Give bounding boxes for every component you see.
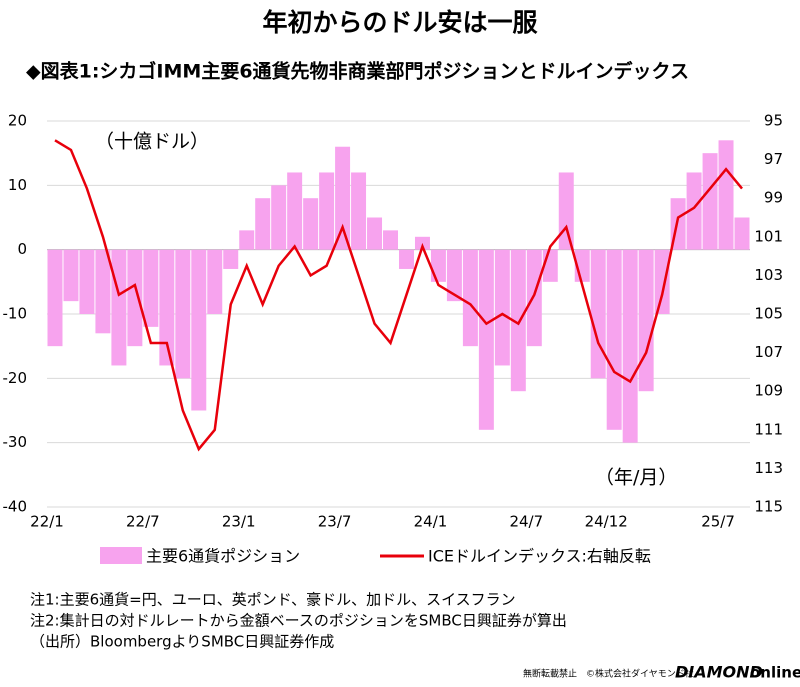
line bbox=[54, 139, 743, 452]
note: 注2:集計日の対ドルレートから金額ベースのポジションをSMBC日興証券が算出 bbox=[30, 612, 567, 630]
bar bbox=[638, 249, 654, 392]
bar bbox=[63, 249, 79, 302]
axis-annotation: （年/月） bbox=[595, 467, 677, 489]
y2-tick-label: 101 bbox=[754, 227, 783, 245]
bar bbox=[702, 153, 718, 250]
bar bbox=[95, 249, 111, 334]
bar bbox=[654, 249, 670, 314]
bar bbox=[526, 249, 542, 347]
note: 注1:主要6通貨=円、ユーロ、英ポンド、豪ドル、加ドル、スイスフラン bbox=[30, 591, 516, 609]
x-tick-label: 24/12 bbox=[585, 513, 628, 531]
y2-tick-label: 107 bbox=[754, 343, 783, 361]
x-tick-label: 25/7 bbox=[701, 513, 735, 531]
y-tick-label: -20 bbox=[3, 369, 28, 387]
x-tick-label: 23/7 bbox=[318, 513, 352, 531]
legend-label: ICEドルインデックス:右軸反転 bbox=[428, 547, 651, 566]
bar bbox=[590, 249, 606, 379]
bar bbox=[494, 249, 510, 366]
bar bbox=[319, 172, 335, 250]
bar bbox=[159, 249, 175, 366]
bar bbox=[430, 249, 446, 282]
chart-subtitle: ◆図表1:シカゴIMM主要6通貨先物非商業部門ポジションとドルインデックス bbox=[26, 60, 689, 83]
y-tick-label: -10 bbox=[3, 305, 28, 323]
bar bbox=[191, 249, 207, 411]
y2-tick-label: 99 bbox=[764, 189, 783, 207]
y-tick-label: -30 bbox=[3, 433, 28, 451]
logo: online bbox=[750, 664, 800, 682]
unit-annotation: （十億ドル） bbox=[95, 131, 209, 153]
bar bbox=[175, 249, 191, 379]
bar bbox=[351, 172, 367, 250]
bar bbox=[47, 249, 63, 347]
bar bbox=[127, 249, 143, 347]
bar bbox=[606, 249, 622, 430]
logo: DIAMOND bbox=[675, 663, 763, 682]
chart-title: 年初からのドル安は一服 bbox=[262, 8, 538, 37]
bar bbox=[239, 230, 255, 250]
bar bbox=[207, 249, 223, 314]
bar bbox=[478, 249, 494, 430]
bar bbox=[335, 146, 351, 250]
x-tick-label: 23/1 bbox=[222, 513, 256, 531]
y2-tick-label: 113 bbox=[754, 459, 783, 477]
x-tick-label: 24/1 bbox=[414, 513, 448, 531]
legend-swatch bbox=[100, 547, 142, 564]
bar bbox=[718, 140, 734, 250]
bar bbox=[287, 172, 303, 250]
bar bbox=[143, 249, 159, 327]
y-tick-label: 20 bbox=[8, 112, 27, 130]
bar bbox=[622, 249, 638, 443]
y2-tick-label: 105 bbox=[754, 305, 783, 323]
y2-tick-label: 111 bbox=[754, 420, 783, 438]
bar bbox=[303, 198, 319, 250]
y-tick-label: -40 bbox=[3, 498, 28, 516]
bar bbox=[383, 230, 398, 250]
copyright: 無断転載禁止 ©株式会社ダイヤモンド社 bbox=[523, 668, 694, 680]
x-tick-label: 22/7 bbox=[126, 513, 160, 531]
note: （出所）BloombergよりSMBC日興証券作成 bbox=[30, 633, 334, 651]
bar bbox=[111, 249, 127, 366]
bar bbox=[367, 217, 383, 250]
bar bbox=[255, 198, 271, 250]
bar bbox=[79, 249, 95, 314]
bar bbox=[510, 249, 526, 392]
y2-tick-label: 109 bbox=[754, 382, 783, 400]
bar bbox=[462, 249, 478, 347]
y2-tick-label: 103 bbox=[754, 266, 783, 284]
bar bbox=[734, 217, 750, 250]
y-tick-label: 0 bbox=[17, 240, 27, 258]
y-tick-label: 10 bbox=[8, 176, 27, 194]
bar bbox=[399, 249, 414, 269]
x-tick-label: 22/1 bbox=[30, 513, 64, 531]
bar bbox=[446, 249, 462, 302]
y2-tick-label: 97 bbox=[764, 150, 783, 168]
bar bbox=[223, 249, 239, 269]
y2-tick-label: 95 bbox=[764, 112, 783, 130]
y2-tick-label: 115 bbox=[754, 498, 783, 516]
legend-label: 主要6通貨ポジション bbox=[146, 547, 300, 566]
x-tick-label: 24/7 bbox=[509, 513, 543, 531]
bar bbox=[271, 185, 287, 250]
bar bbox=[558, 172, 574, 250]
bar bbox=[686, 172, 702, 250]
